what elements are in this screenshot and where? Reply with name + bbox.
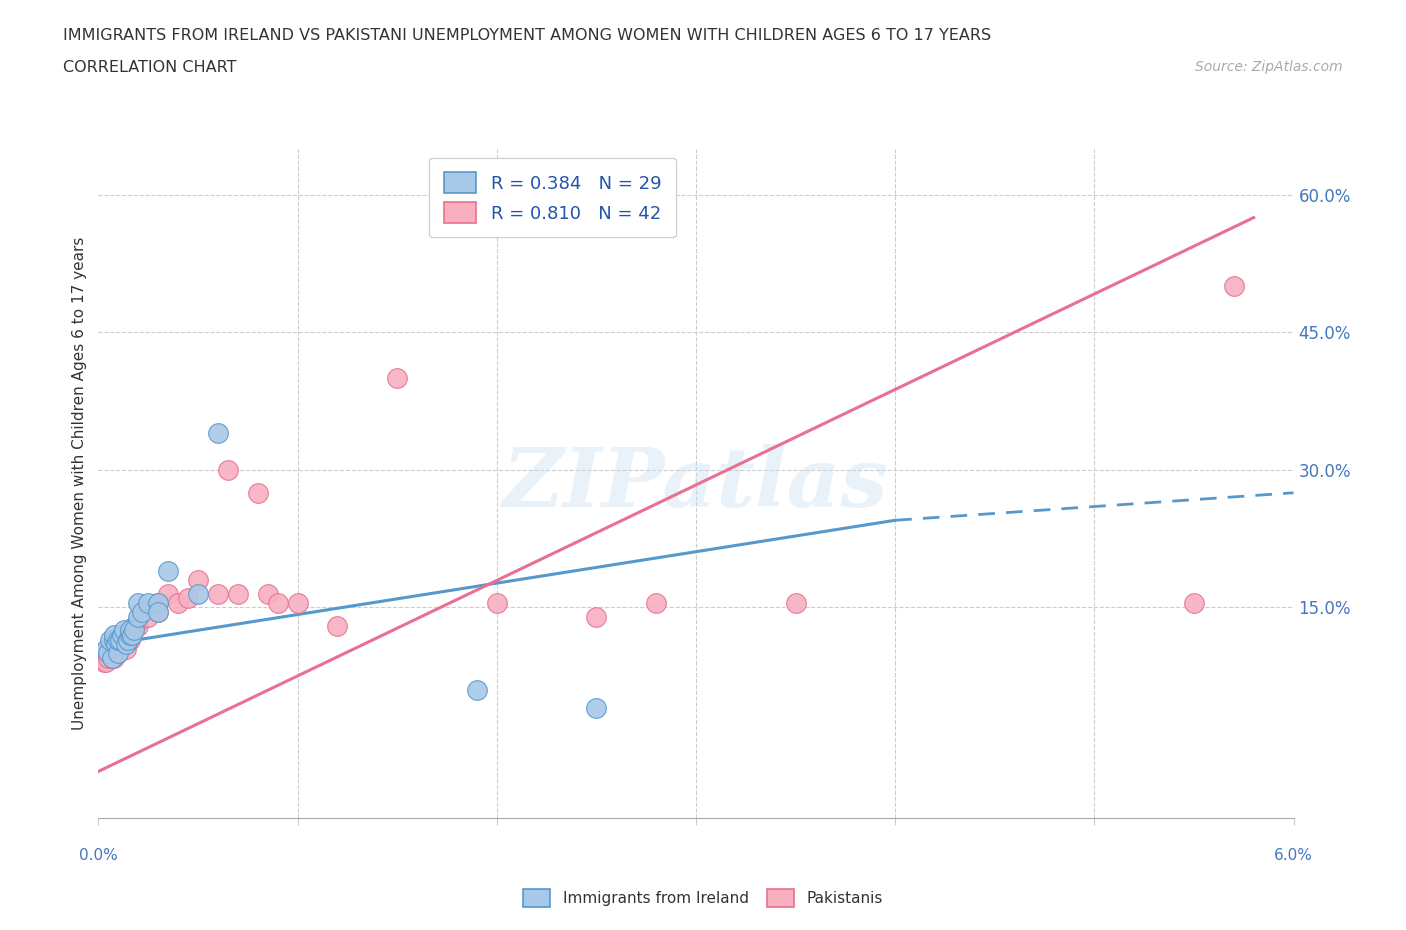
- Point: [107, 645, 129, 660]
- Point: [131, 604, 153, 619]
- Point: [112, 632, 135, 647]
- Point: [124, 623, 146, 638]
- Point: [127, 595, 149, 610]
- Point: [124, 618, 146, 633]
- Point: [585, 701, 607, 716]
- Point: [98, 645, 122, 660]
- Point: [105, 637, 128, 652]
- Point: [111, 632, 134, 647]
- Text: 6.0%: 6.0%: [1274, 848, 1313, 863]
- Point: [148, 604, 170, 619]
- Point: [167, 595, 190, 610]
- Point: [115, 637, 138, 652]
- Point: [120, 623, 142, 638]
- Point: [120, 632, 142, 647]
- Point: [385, 371, 409, 386]
- Point: [226, 586, 249, 601]
- Point: [131, 604, 153, 619]
- Point: [267, 595, 290, 610]
- Text: ZIPatlas: ZIPatlas: [503, 444, 889, 524]
- Point: [645, 595, 668, 610]
- Point: [107, 632, 129, 647]
- Point: [101, 650, 124, 665]
- Point: [1223, 279, 1246, 294]
- Legend: Immigrants from Ireland, Pakistanis: Immigrants from Ireland, Pakistanis: [517, 884, 889, 913]
- Point: [121, 628, 143, 643]
- Point: [177, 591, 200, 605]
- Point: [117, 628, 139, 643]
- Point: [103, 632, 125, 647]
- Point: [485, 595, 508, 610]
- Point: [136, 595, 159, 610]
- Point: [121, 628, 143, 643]
- Point: [127, 614, 149, 629]
- Point: [127, 618, 149, 633]
- Point: [326, 618, 349, 633]
- Text: CORRELATION CHART: CORRELATION CHART: [63, 60, 236, 75]
- Legend: R = 0.384   N = 29, R = 0.810   N = 42: R = 0.384 N = 29, R = 0.810 N = 42: [429, 158, 676, 237]
- Point: [187, 586, 209, 601]
- Text: IMMIGRANTS FROM IRELAND VS PAKISTANI UNEMPLOYMENT AMONG WOMEN WITH CHILDREN AGES: IMMIGRANTS FROM IRELAND VS PAKISTANI UNE…: [63, 28, 991, 43]
- Point: [103, 650, 125, 665]
- Point: [117, 632, 139, 647]
- Point: [97, 645, 120, 660]
- Point: [217, 462, 239, 477]
- Point: [107, 645, 129, 660]
- Point: [93, 655, 115, 670]
- Point: [96, 655, 118, 670]
- Point: [157, 564, 180, 578]
- Point: [148, 604, 170, 619]
- Point: [207, 426, 229, 441]
- Point: [785, 595, 807, 610]
- Point: [287, 595, 309, 610]
- Point: [148, 595, 170, 610]
- Y-axis label: Unemployment Among Women with Children Ages 6 to 17 years: Unemployment Among Women with Children A…: [72, 237, 87, 730]
- Point: [101, 650, 124, 665]
- Point: [187, 573, 209, 588]
- Point: [136, 609, 159, 624]
- Point: [107, 632, 129, 647]
- Point: [98, 632, 122, 647]
- Text: Source: ZipAtlas.com: Source: ZipAtlas.com: [1195, 60, 1343, 74]
- Point: [585, 609, 607, 624]
- Point: [105, 645, 128, 660]
- Point: [115, 642, 138, 657]
- Point: [110, 637, 132, 652]
- Point: [157, 586, 180, 601]
- Point: [256, 586, 278, 601]
- Point: [103, 628, 125, 643]
- Point: [148, 595, 170, 610]
- Point: [110, 632, 132, 647]
- Point: [246, 485, 269, 500]
- Point: [111, 628, 134, 643]
- Point: [96, 642, 118, 657]
- Text: 0.0%: 0.0%: [79, 848, 118, 863]
- Point: [127, 609, 149, 624]
- Point: [207, 586, 229, 601]
- Point: [120, 628, 142, 643]
- Point: [97, 650, 120, 665]
- Point: [465, 683, 488, 698]
- Point: [1182, 595, 1205, 610]
- Point: [112, 623, 135, 638]
